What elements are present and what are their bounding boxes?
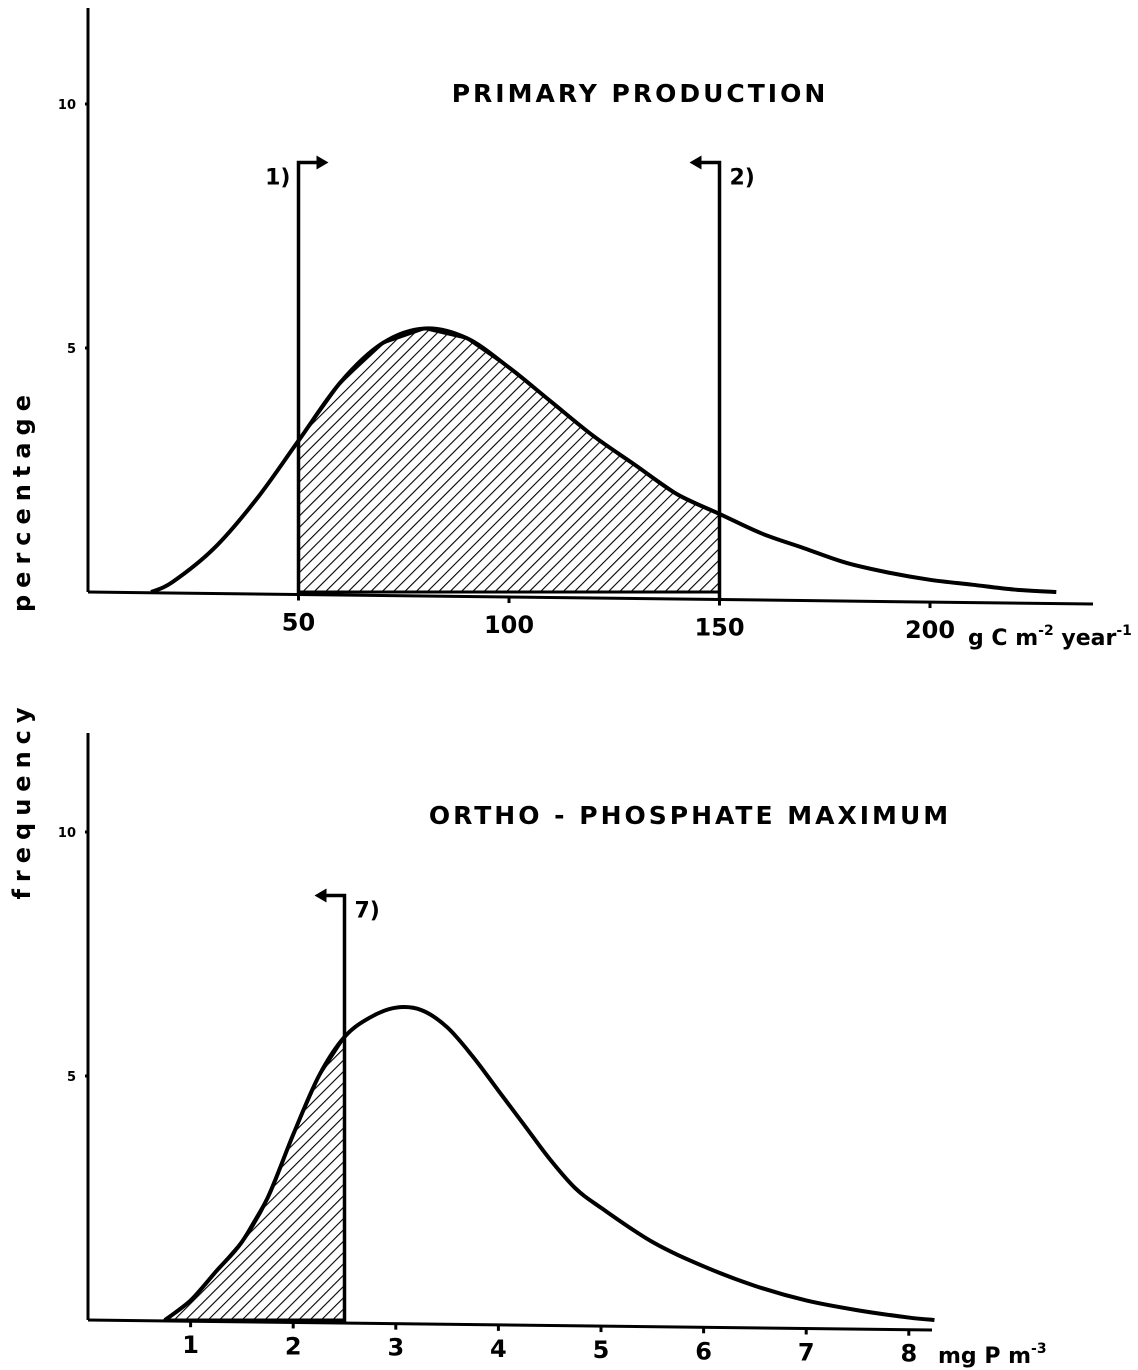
x-tick-label: 2: [285, 1332, 302, 1360]
arrow-icon: [316, 155, 329, 170]
x-tick-label: 6: [695, 1337, 712, 1365]
arrow-icon: [314, 888, 327, 903]
x-tick-label: 50: [282, 609, 315, 637]
x-axis: [87, 1318, 933, 1332]
primary-production-panel: PRIMARY PRODUCTION g C m-2 year-1 percen…: [8, 8, 1132, 651]
distribution-curve: [163, 1005, 935, 1322]
x-axis: [87, 590, 1094, 606]
threshold-label: 7): [355, 898, 380, 923]
threshold-marker-line: [296, 160, 321, 595]
x-tick-label: 150: [694, 614, 744, 642]
threshold-label: 2): [730, 166, 755, 191]
x-tick-label: 100: [484, 611, 534, 639]
distribution-curve: [150, 326, 1057, 594]
x-tick-label: 3: [387, 1334, 404, 1362]
x-axis-unit: g C m-2 year-1: [968, 623, 1132, 651]
chart-title: PRIMARY PRODUCTION: [452, 79, 829, 108]
y-tick-label: 5: [67, 342, 76, 357]
ortho-phosphate-panel: ORTHO - PHOSPHATE MAXIMUM mg P m-3 frequ…: [8, 700, 1047, 1369]
chart-title: ORTHO - PHOSPHATE MAXIMUM: [429, 801, 951, 830]
y-tick-label: 10: [58, 826, 76, 841]
threshold-label: 1): [265, 166, 290, 191]
x-tick-label: 1: [182, 1331, 199, 1359]
x-tick-label: 200: [905, 616, 955, 644]
y-tick-label: 5: [67, 1070, 76, 1085]
threshold-marker-line: [322, 893, 347, 1324]
x-tick-label: 5: [593, 1336, 610, 1364]
y-axis-label: frequency: [8, 700, 36, 899]
y-axis-label: percentage: [8, 388, 36, 612]
x-axis-unit: mg P m-3: [938, 1341, 1047, 1369]
threshold-marker-line: [697, 160, 722, 600]
x-tick-label: 7: [798, 1339, 815, 1367]
arrow-icon: [689, 155, 702, 170]
x-tick-label: 4: [490, 1335, 507, 1363]
x-tick-label: 8: [900, 1340, 917, 1368]
y-tick-label: 10: [58, 98, 76, 113]
